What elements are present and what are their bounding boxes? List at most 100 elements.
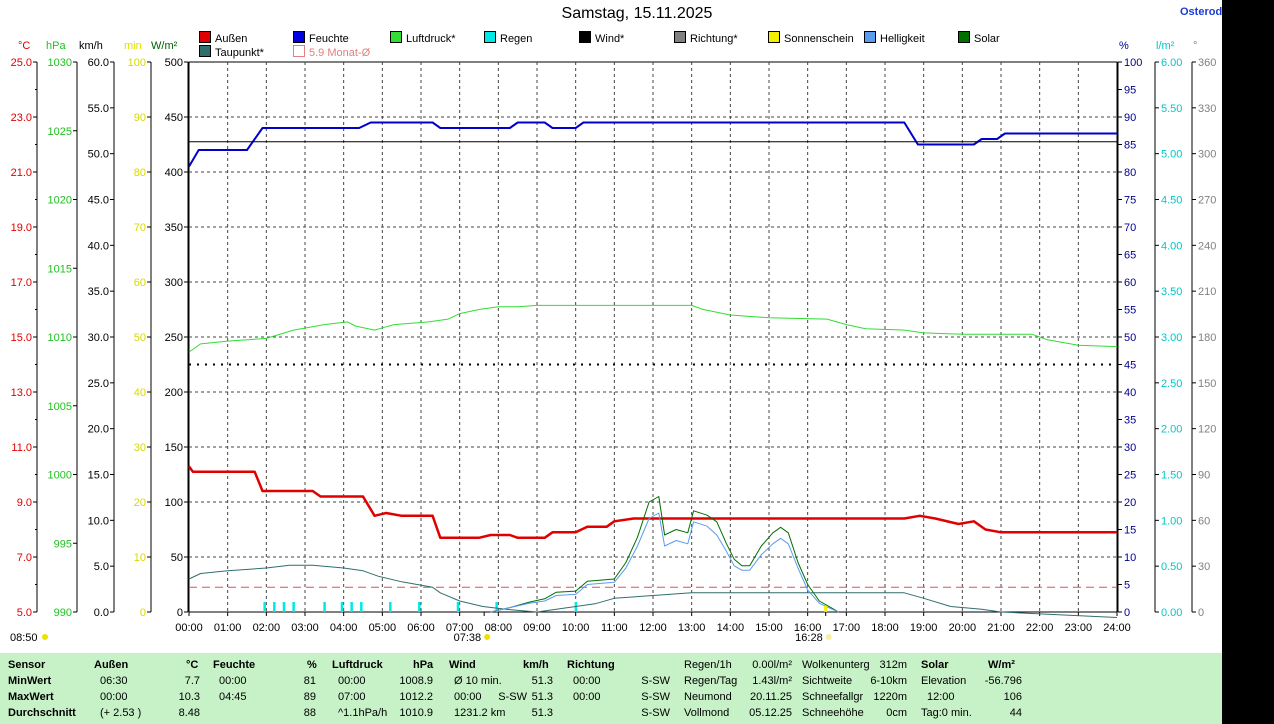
header-feuchte: Feuchte <box>213 659 256 671</box>
axis-tick-label: 30 <box>1124 442 1136 454</box>
axis-tick-label: 10 <box>1124 552 1136 564</box>
axis-tick-label: 4.50 <box>1161 195 1182 207</box>
rain-bar <box>495 602 498 612</box>
aussen-time: (+ 2.53 ) <box>100 707 142 719</box>
axis-tick-label: 50 <box>1124 332 1136 344</box>
daylight-icon <box>42 634 48 640</box>
axis-tick-label: 0.50 <box>1161 561 1182 573</box>
luftdruck-value: 1012.2 <box>399 691 433 703</box>
header-aussen-unit: °C <box>186 659 199 671</box>
axis-tick-label: 150 <box>1198 378 1216 390</box>
axis-tick-label: 60.0 <box>88 57 109 69</box>
header-wind-unit: km/h <box>523 659 549 671</box>
axis-tick-label: 15.0 <box>11 332 32 344</box>
legend-swatch <box>958 31 970 43</box>
rain-bar <box>360 602 363 612</box>
axis-tick-label: 0 <box>1124 607 1130 619</box>
legend-swatch <box>864 31 876 43</box>
axis-tick-label: 60 <box>1124 277 1136 289</box>
axis-tick-label: 180 <box>1198 332 1216 344</box>
axis-tick-label: 350 <box>165 222 183 234</box>
axis-tick-label: 20.0 <box>88 424 109 436</box>
axis-tick-label: 3.00 <box>1161 332 1182 344</box>
extra3-label: 12:00 <box>927 691 955 703</box>
axis-tick-label: 45.0 <box>88 195 109 207</box>
axis-tick-label: 500 <box>165 57 183 69</box>
unit-left-1: hPa <box>46 40 66 52</box>
unit-left-0: °C <box>18 40 31 52</box>
x-tick-label: 20:00 <box>949 622 977 634</box>
rain-bar <box>418 602 421 612</box>
axis-tick-label: 50 <box>134 332 146 344</box>
legend-item-7: Helligkeit <box>864 31 925 45</box>
series-luftdruck <box>188 304 1118 353</box>
header-richtung: Richtung <box>567 659 615 671</box>
wind-time: 1231.2 km <box>454 707 506 719</box>
axis-tick-label: 1005 <box>48 401 72 413</box>
extra1-value: 20.11.25 <box>749 691 792 703</box>
axis-tick-label: 10.0 <box>88 515 109 527</box>
axis-tick-label: 0 <box>1198 607 1204 619</box>
axis-tick-label: 5.0 <box>17 607 32 619</box>
wind-value: 51.3 <box>531 691 553 703</box>
daylight-label: 08:50 <box>10 632 38 644</box>
richtung-time: 00:00 <box>573 675 601 687</box>
legend-swatch <box>293 31 305 43</box>
header-solar: Solar <box>921 659 949 671</box>
sunrise-label: 07:38 <box>454 632 482 644</box>
axis-tick-label: 85 <box>1124 140 1136 152</box>
x-tick-label: 12:00 <box>639 622 667 634</box>
legend-label: Feuchte <box>309 33 349 45</box>
axis-tick-label: 95 <box>1124 85 1136 97</box>
extra1-label: Vollmond <box>684 707 730 719</box>
header-luftdruck: Luftdruck <box>332 659 383 671</box>
axis-tick-label: 1025 <box>48 126 72 138</box>
extra3-label: Elevation <box>921 675 967 687</box>
x-tick-label: 06:00 <box>407 622 435 634</box>
brand-label[interactable]: Osterod <box>1180 6 1223 18</box>
series-helligkeit <box>490 512 839 613</box>
extra1-label: Neumond <box>684 691 732 703</box>
legend-item-5: Richtung* <box>674 31 738 45</box>
axis-tick-label: 0.00 <box>1161 607 1182 619</box>
extra3-value: 44 <box>1009 707 1022 719</box>
x-tick-label: 01:00 <box>214 622 242 634</box>
legend-swatch <box>579 31 591 43</box>
extra2-value: 6-10km <box>870 675 907 687</box>
legend-item-6: Sonnenschein <box>768 31 854 45</box>
unit-left-4: W/m² <box>151 40 178 52</box>
axis-tick-label: 21.0 <box>11 167 32 179</box>
axis-tick-label: 30.0 <box>88 332 109 344</box>
axis-tick-label: 5.00 <box>1161 149 1182 161</box>
axis-tick-label: 25.0 <box>88 378 109 390</box>
row-label: MinWert <box>8 675 52 687</box>
extra2-value: 0cm <box>886 707 907 719</box>
legend-label: 5.9 Monat-Ø <box>309 47 371 59</box>
axis-tick-label: 270 <box>1198 195 1216 207</box>
feuchte-time: 04:45 <box>219 691 247 703</box>
axis-tick-label: 30 <box>1198 561 1210 573</box>
x-tick-label: 19:00 <box>910 622 938 634</box>
x-tick-label: 22:00 <box>1026 622 1054 634</box>
axis-tick-label: 80 <box>1124 167 1136 179</box>
header-aussen: Außen <box>94 659 129 671</box>
extra1-label: Regen/Tag <box>684 675 738 687</box>
luftdruck-time: ^1.1hPa/h <box>338 707 388 719</box>
sunset-icon <box>825 634 832 640</box>
axis-tick-label: 55 <box>1124 305 1136 317</box>
legend-item-3: Regen <box>484 31 532 45</box>
feuchte-value: 81 <box>303 675 316 687</box>
axis-tick-label: 400 <box>165 167 183 179</box>
rain-bar <box>574 602 578 612</box>
unit-left-2: km/h <box>79 40 103 52</box>
aussen-value: 8.48 <box>178 707 200 719</box>
axis-tick-label: 0 <box>177 607 183 619</box>
legend-item-0: Außen <box>199 31 247 45</box>
chart-title: Samstag, 15.11.2025 <box>561 5 713 22</box>
legend-label: Regen <box>500 33 533 45</box>
axis-tick-label: 7.0 <box>17 552 32 564</box>
extra2-label: Wolkenunterg <box>802 659 870 671</box>
rain-bar <box>340 602 344 612</box>
axis-tick-label: 11.0 <box>11 442 32 454</box>
axis-tick-label: 450 <box>165 112 183 124</box>
